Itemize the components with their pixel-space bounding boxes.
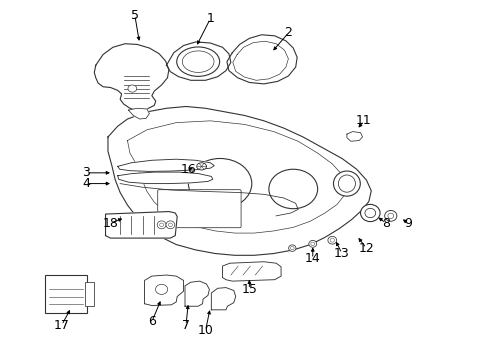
Ellipse shape (159, 223, 163, 226)
Ellipse shape (333, 171, 360, 196)
FancyBboxPatch shape (158, 190, 241, 228)
Text: 12: 12 (358, 242, 373, 255)
Ellipse shape (327, 237, 336, 244)
Text: 8: 8 (381, 216, 389, 230)
Polygon shape (184, 281, 209, 306)
Ellipse shape (329, 238, 334, 242)
Polygon shape (222, 262, 281, 281)
Polygon shape (144, 275, 183, 306)
Ellipse shape (165, 221, 174, 229)
Ellipse shape (338, 175, 355, 192)
Ellipse shape (268, 169, 317, 209)
Text: 1: 1 (206, 12, 214, 25)
Text: 14: 14 (304, 252, 320, 265)
Polygon shape (166, 42, 230, 80)
Text: 4: 4 (82, 177, 90, 190)
FancyBboxPatch shape (84, 282, 94, 306)
Ellipse shape (188, 158, 251, 209)
Text: 5: 5 (130, 9, 139, 22)
Polygon shape (94, 44, 168, 110)
Polygon shape (118, 159, 214, 171)
Text: 13: 13 (333, 247, 349, 260)
Polygon shape (346, 132, 362, 141)
Text: 11: 11 (355, 114, 371, 127)
Ellipse shape (128, 85, 137, 92)
Ellipse shape (168, 223, 172, 226)
Text: 17: 17 (54, 319, 69, 332)
Text: 10: 10 (197, 324, 213, 337)
Text: 9: 9 (403, 216, 411, 230)
Ellipse shape (364, 208, 375, 218)
Ellipse shape (360, 204, 379, 222)
Polygon shape (105, 212, 177, 238)
Ellipse shape (196, 163, 206, 170)
Ellipse shape (182, 51, 214, 72)
Polygon shape (108, 107, 370, 255)
Ellipse shape (310, 242, 314, 246)
Ellipse shape (384, 211, 396, 221)
Ellipse shape (155, 284, 167, 294)
Text: 18: 18 (102, 216, 118, 230)
Text: 6: 6 (147, 315, 156, 328)
Polygon shape (232, 41, 288, 80)
Text: 15: 15 (241, 283, 257, 296)
Polygon shape (118, 172, 212, 184)
Text: 7: 7 (182, 319, 190, 332)
Ellipse shape (387, 213, 393, 219)
Polygon shape (226, 35, 297, 84)
Text: 16: 16 (180, 163, 196, 176)
FancyBboxPatch shape (44, 275, 87, 313)
Ellipse shape (288, 245, 295, 251)
Ellipse shape (176, 47, 219, 76)
Text: 2: 2 (284, 27, 292, 40)
Ellipse shape (157, 221, 165, 229)
Text: 3: 3 (82, 166, 90, 179)
Polygon shape (211, 288, 235, 310)
Polygon shape (128, 108, 149, 119)
Ellipse shape (290, 247, 293, 250)
Ellipse shape (308, 240, 316, 247)
